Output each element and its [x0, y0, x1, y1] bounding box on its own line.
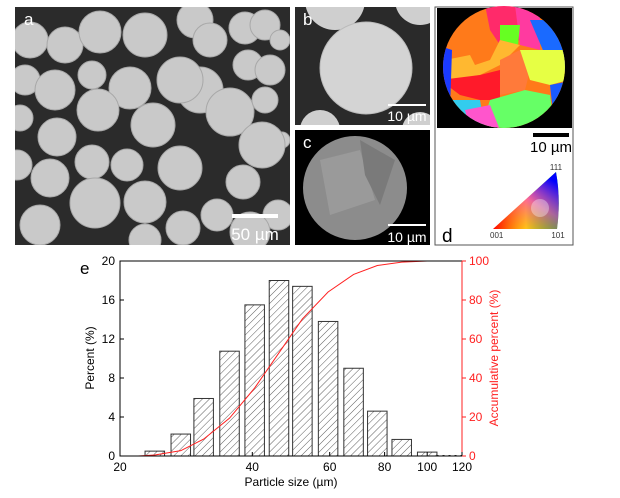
y-axis-label: Percent (%) [83, 326, 97, 389]
panel-b-micrograph: 10 µm b [295, 7, 430, 125]
y2-tick-label: 60 [469, 332, 483, 346]
powder-particle [78, 10, 122, 54]
histogram-bar [343, 367, 364, 457]
y-tick-label: 8 [108, 371, 115, 385]
y-tick-label: 12 [102, 332, 116, 346]
powder-particle [15, 149, 33, 181]
x-axis-label: Particle size (µm) [245, 475, 338, 489]
panel-label-c: c [303, 133, 312, 152]
ipf-label-101: 101 [551, 231, 565, 240]
x-tick-label: 100 [417, 460, 437, 474]
scale-bar-label-d: 10 µm [530, 139, 572, 156]
histogram-bar [317, 320, 339, 457]
powder-particle [130, 102, 176, 148]
cumulative-curve [138, 260, 428, 457]
x-tick-label: 80 [378, 460, 392, 474]
powder-particle [200, 198, 234, 232]
powder-particle [46, 26, 84, 64]
powder-particle [34, 69, 76, 111]
y2-tick-label: 20 [469, 410, 483, 424]
panel-d-ebsd: 10 µm 001 101 111 d [434, 6, 574, 247]
ipf-label-001: 001 [490, 231, 504, 240]
powder-particle [225, 164, 261, 200]
powder-particle [157, 145, 203, 191]
histogram-bar [193, 397, 214, 457]
scale-bar-label-a: 50 µm [231, 225, 279, 244]
powder-particle [165, 210, 201, 245]
histogram-bar [244, 304, 265, 457]
histogram-bar [391, 438, 412, 457]
histogram-bar [219, 350, 240, 457]
y-tick-label: 20 [102, 254, 116, 268]
scale-bar-a [232, 214, 278, 218]
scale-bar-label-b: 10 µm [387, 108, 426, 124]
powder-particle [122, 12, 168, 58]
y-tick-label: 4 [108, 410, 115, 424]
powder-particle [156, 56, 204, 104]
powder-particle [37, 117, 77, 157]
powder-particle [229, 211, 271, 245]
powder-particle [108, 66, 152, 110]
powder-particle [76, 88, 120, 132]
powder-particle [15, 104, 34, 132]
powder-particle [254, 54, 286, 86]
x-tick-label: 40 [246, 460, 260, 474]
panel-label-b: b [303, 10, 312, 29]
powder-particle [249, 9, 281, 41]
scale-bar-c [388, 224, 426, 226]
x-tick-label: 60 [323, 460, 337, 474]
powder-particle [123, 180, 167, 224]
ipf-color-key: 001 101 111 [490, 163, 565, 240]
scale-bar-b [388, 104, 426, 106]
powder-particle [238, 121, 286, 169]
powder-particle [192, 22, 228, 58]
scale-bar-d [533, 133, 569, 137]
powder-particle [30, 158, 70, 198]
y2-tick-label: 80 [469, 293, 483, 307]
powder-particle [251, 86, 279, 114]
panel-label-d: d [442, 226, 453, 247]
panel-label-e: e [80, 259, 89, 278]
histogram-bar [367, 410, 388, 457]
powder-particle [77, 60, 107, 90]
histogram-bar [268, 280, 290, 457]
x-tick-label: 120 [452, 460, 472, 474]
ipf-label-111: 111 [550, 163, 563, 172]
powder-particle [128, 223, 162, 245]
powder-particle [69, 177, 121, 229]
powder-particle [74, 144, 110, 180]
panel-label-a: a [24, 10, 34, 29]
powder-particle [205, 87, 255, 137]
y2-tick-label: 40 [469, 371, 483, 385]
powder-particle [110, 148, 144, 182]
panel-c-micrograph: 10 µm c [295, 130, 430, 245]
powder-particle [269, 29, 290, 51]
powder-particle [19, 204, 61, 245]
y2-tick-label: 100 [469, 254, 489, 268]
histogram-bar [170, 433, 192, 457]
plot-frame [119, 260, 463, 457]
y-tick-label: 16 [102, 293, 116, 307]
y-tick-label: 0 [108, 449, 115, 463]
y2-tick-label: 0 [469, 449, 476, 463]
x-tick-label: 20 [113, 460, 127, 474]
panel-a-micrograph: 50 µm a [15, 7, 290, 245]
scale-bar-label-c: 10 µm [387, 229, 426, 245]
y2-axis-label: Accumulative percent (%) [487, 290, 501, 427]
